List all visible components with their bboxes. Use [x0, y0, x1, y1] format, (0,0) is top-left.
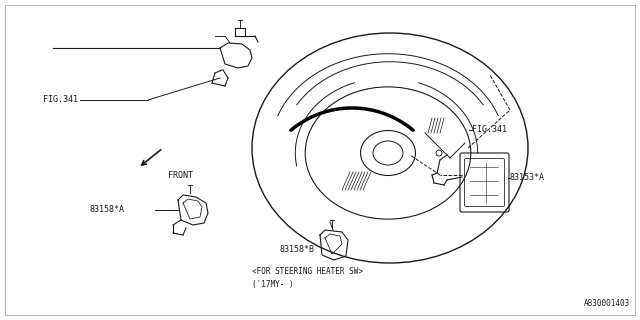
- Text: FIG.341: FIG.341: [472, 125, 507, 134]
- Text: 83153*A: 83153*A: [510, 173, 545, 182]
- Text: 83158*A: 83158*A: [90, 205, 125, 214]
- Text: FRONT: FRONT: [168, 171, 193, 180]
- Text: FIG.341: FIG.341: [43, 95, 78, 105]
- Text: <FOR STEERING HEATER SW>: <FOR STEERING HEATER SW>: [252, 268, 363, 276]
- Text: A830001403: A830001403: [584, 299, 630, 308]
- Text: ('17MY- ): ('17MY- ): [252, 279, 294, 289]
- Text: 83158*B: 83158*B: [280, 245, 315, 254]
